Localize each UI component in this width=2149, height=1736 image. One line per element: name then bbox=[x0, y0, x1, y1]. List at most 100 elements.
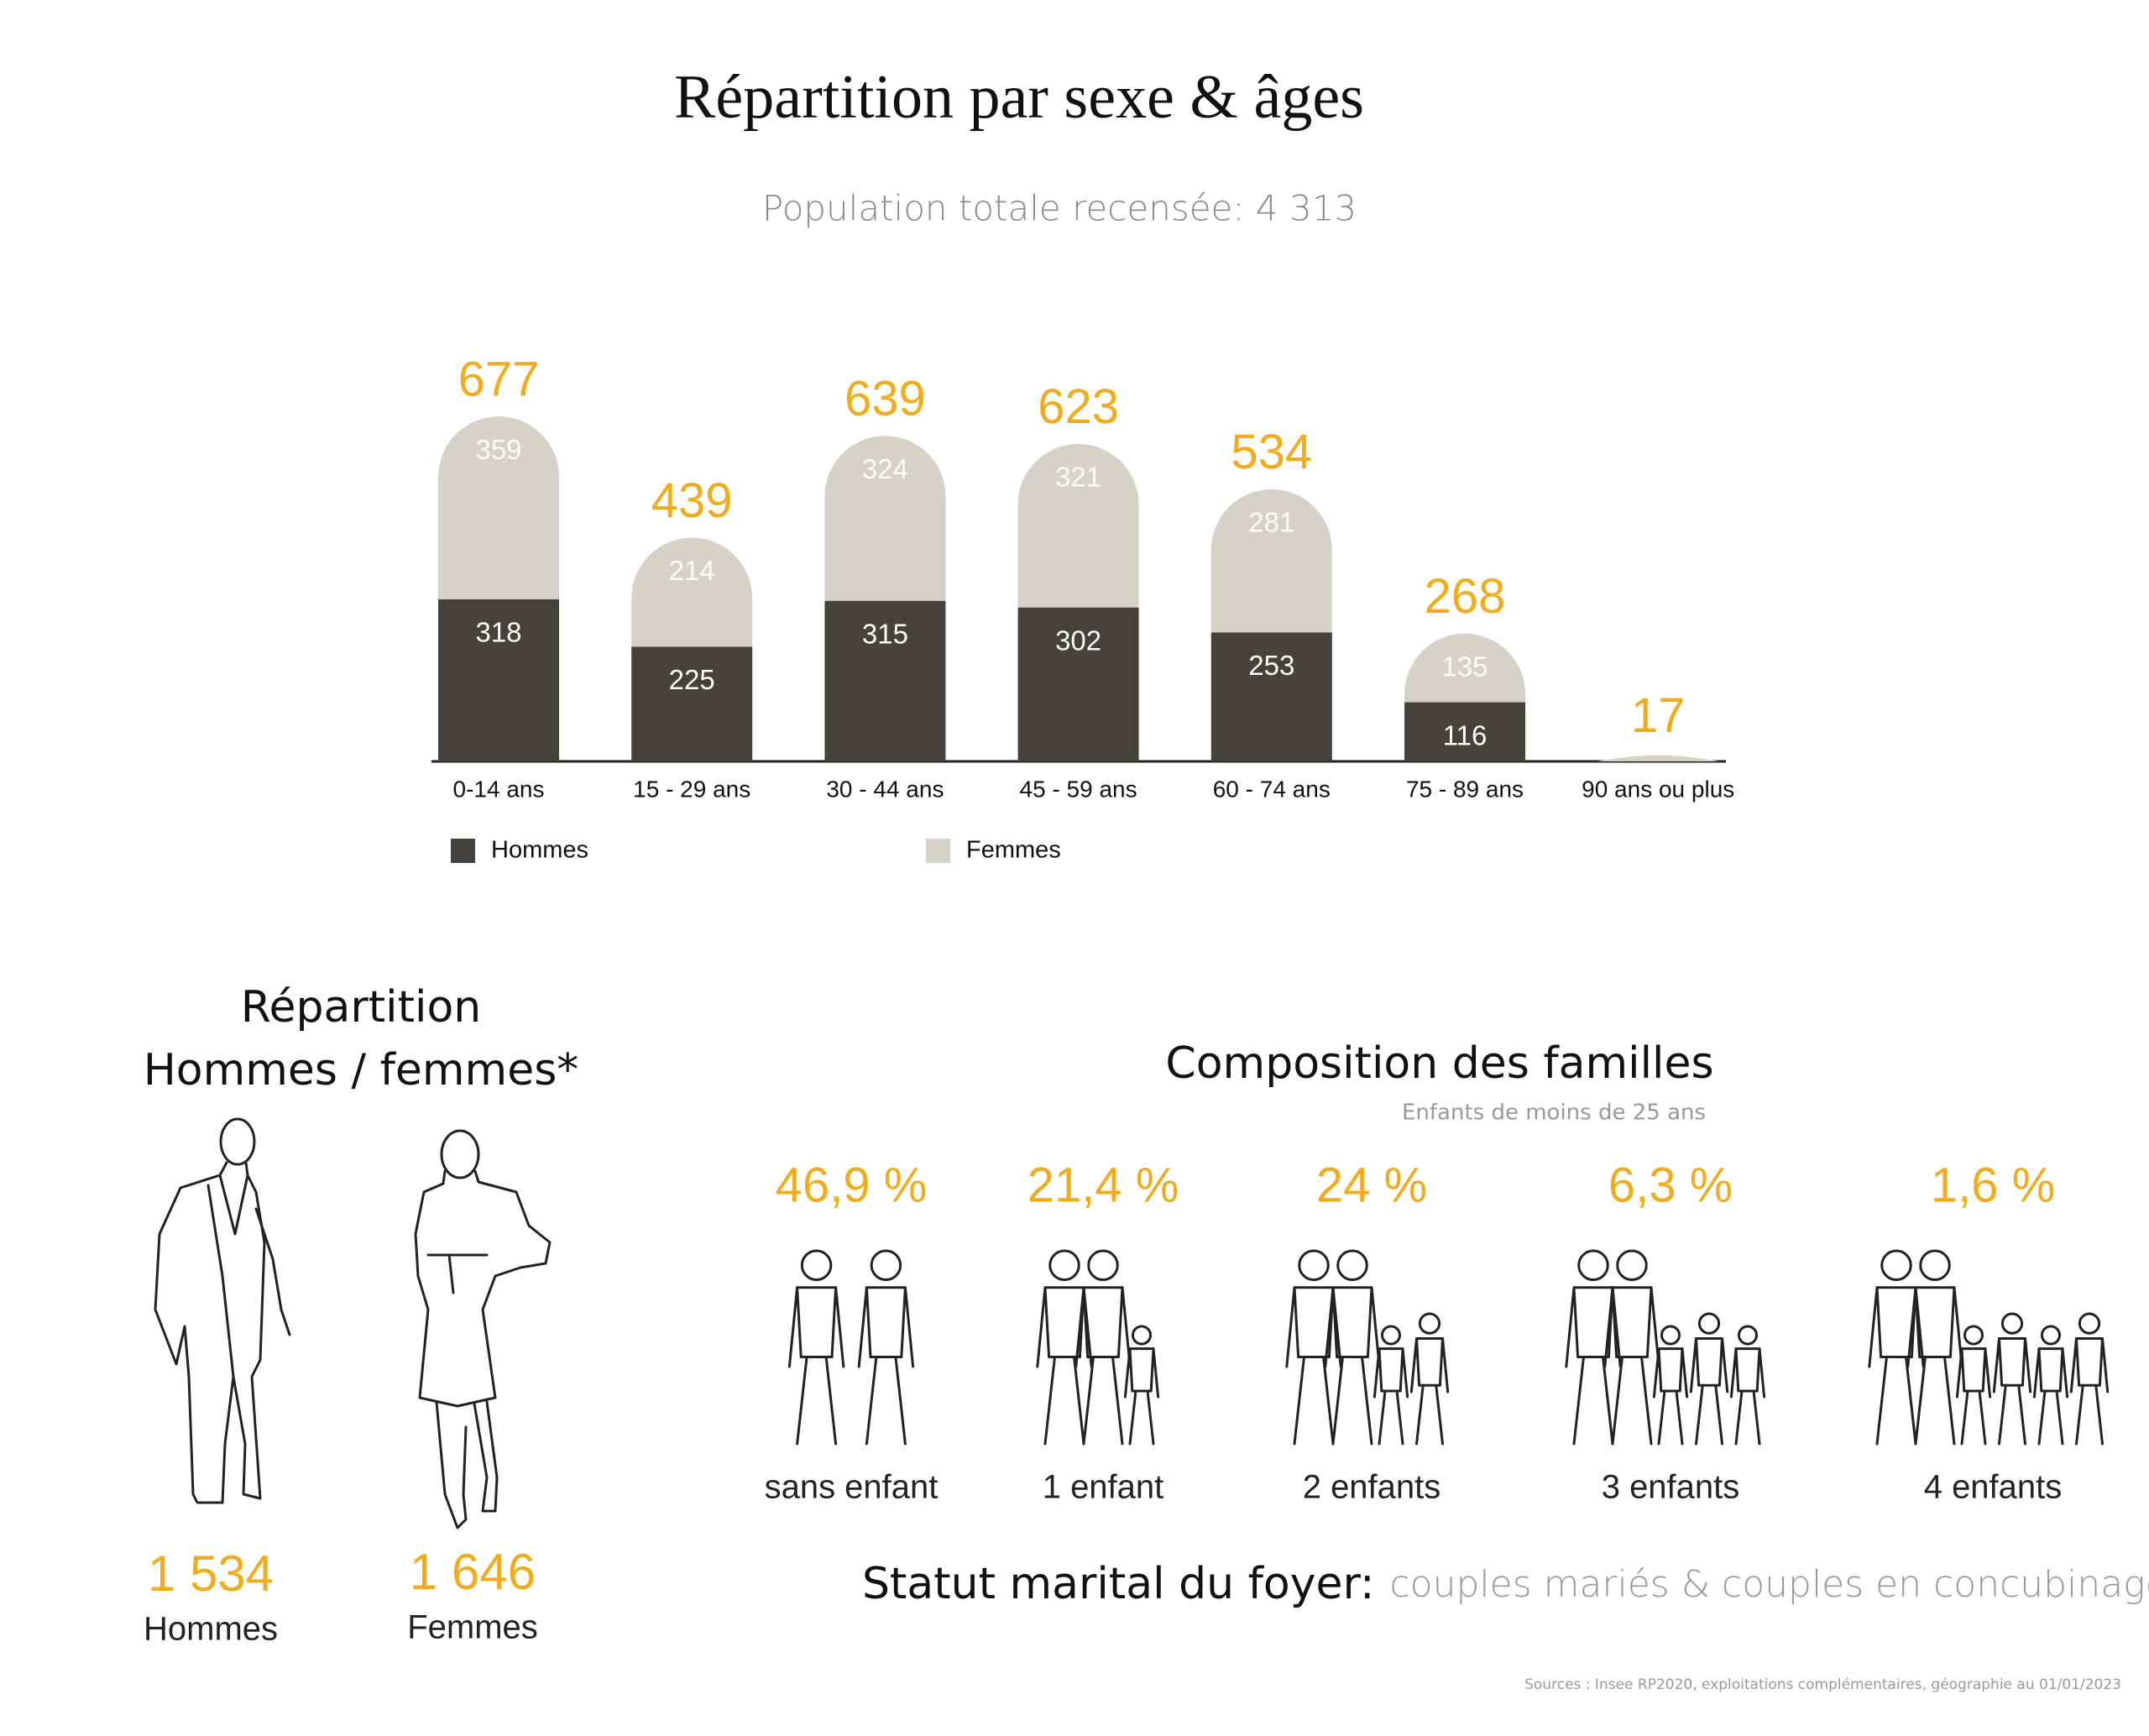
women-count: 1 646 bbox=[410, 1544, 536, 1600]
person-body bbox=[1293, 1286, 1335, 1358]
bar-segment bbox=[824, 600, 946, 761]
person-body bbox=[1734, 1347, 1761, 1393]
person-body bbox=[1415, 1336, 1444, 1387]
person-limbs bbox=[1955, 1347, 1992, 1446]
family-label: 2 enfants bbox=[1303, 1469, 1441, 1506]
marital-text: couples mariés & couples en concubinage bbox=[1389, 1563, 2149, 1606]
person-body bbox=[1043, 1286, 1085, 1358]
person-limbs bbox=[857, 1286, 915, 1446]
person-head bbox=[1087, 1249, 1119, 1281]
family-percent: 1,6 % bbox=[1931, 1158, 2055, 1212]
total-label: 534 bbox=[1231, 425, 1312, 479]
total-label: 268 bbox=[1425, 569, 1506, 624]
person-body bbox=[865, 1286, 907, 1358]
family-percent: 24 % bbox=[1316, 1158, 1427, 1212]
person-head bbox=[1697, 1312, 1721, 1335]
bar-segment bbox=[1597, 755, 1719, 761]
person-limbs bbox=[1729, 1347, 1766, 1446]
person-head bbox=[1132, 1325, 1152, 1346]
gender-title: Hommes / femmes* bbox=[144, 1045, 579, 1095]
person-limbs bbox=[1868, 1286, 1925, 1446]
person-limbs bbox=[1652, 1347, 1689, 1446]
chart-subtitle: Population totale recensée: 4 313 bbox=[762, 188, 1357, 229]
segment-label: 318 bbox=[475, 617, 521, 648]
person-limbs bbox=[1603, 1286, 1660, 1446]
person-body bbox=[1572, 1286, 1614, 1358]
person-body bbox=[796, 1286, 838, 1358]
x-tick-label: 0-14 ans bbox=[453, 776, 545, 802]
person-limbs bbox=[2032, 1347, 2069, 1446]
marital-status: Statut marital du foyer: couples mariés &… bbox=[862, 1559, 2149, 1609]
family-label: 3 enfants bbox=[1602, 1469, 1740, 1506]
person-head bbox=[1381, 1325, 1401, 1346]
family-illustration bbox=[1868, 1249, 2110, 1446]
segment-label: 324 bbox=[862, 453, 908, 484]
total-label: 17 bbox=[1631, 688, 1686, 743]
bar-segment bbox=[1404, 702, 1525, 761]
person-head bbox=[1880, 1249, 1912, 1281]
person-body bbox=[1695, 1336, 1723, 1387]
person-body bbox=[1611, 1286, 1653, 1358]
family-label: sans enfant bbox=[765, 1469, 939, 1506]
families-subtitle: Enfants de moins de 25 ans bbox=[1402, 1101, 1706, 1126]
bar-segment bbox=[631, 537, 753, 647]
family-percent: 46,9 % bbox=[776, 1158, 928, 1212]
family-percent: 21,4 % bbox=[1027, 1158, 1179, 1212]
family-label: 1 enfant bbox=[1043, 1469, 1164, 1506]
person-limbs bbox=[1689, 1336, 1729, 1446]
segment-label: 253 bbox=[1248, 650, 1294, 681]
person-head bbox=[1616, 1249, 1648, 1281]
families-title: Composition des familles bbox=[1165, 1038, 1713, 1089]
total-label: 623 bbox=[1038, 379, 1119, 434]
total-label: 439 bbox=[651, 473, 733, 528]
segment-label: 315 bbox=[862, 619, 908, 650]
bar-segment bbox=[1210, 489, 1332, 633]
person-head bbox=[1336, 1249, 1368, 1281]
legend-label: Femmes bbox=[966, 837, 1061, 864]
legend-swatch bbox=[451, 839, 475, 863]
person-head bbox=[2078, 1312, 2101, 1335]
person-body bbox=[2075, 1336, 2104, 1387]
woman-figure bbox=[414, 1129, 552, 1529]
bar-segment bbox=[438, 416, 559, 599]
bar-segment bbox=[1017, 607, 1139, 761]
x-tick-label: 75 - 89 ans bbox=[1406, 776, 1524, 802]
x-tick-label: 90 ans ou plus bbox=[1582, 776, 1734, 802]
person-head bbox=[800, 1249, 833, 1281]
bar-segment bbox=[631, 646, 753, 761]
segment-label: 302 bbox=[1055, 625, 1101, 656]
chart-title: Répartition par sexe & âges bbox=[674, 63, 1364, 132]
person-limbs bbox=[1992, 1336, 2032, 1446]
person-body bbox=[1082, 1286, 1124, 1358]
person-head bbox=[1418, 1312, 1441, 1335]
x-tick-label: 60 - 74 ans bbox=[1213, 776, 1331, 802]
family-label: 4 enfants bbox=[1924, 1469, 2063, 1506]
person-limbs bbox=[1285, 1286, 1342, 1446]
person-body bbox=[1998, 1336, 2026, 1387]
segment-label: 116 bbox=[1443, 719, 1488, 750]
person-head bbox=[2041, 1325, 2061, 1346]
bar-segment bbox=[1017, 443, 1139, 608]
person-head bbox=[1577, 1249, 1609, 1281]
person-limbs bbox=[2069, 1336, 2110, 1446]
family-illustration bbox=[1285, 1249, 1450, 1446]
bar-segment bbox=[1404, 633, 1525, 703]
person-body bbox=[1128, 1347, 1155, 1393]
segment-label: 359 bbox=[475, 434, 521, 465]
marital-label: Statut marital du foyer: bbox=[862, 1559, 1374, 1609]
person-head bbox=[1919, 1249, 1951, 1281]
family-illustration bbox=[1036, 1249, 1160, 1446]
person-head bbox=[1298, 1249, 1330, 1281]
person-body bbox=[2037, 1347, 2064, 1393]
bar-segment bbox=[824, 436, 946, 601]
person-limbs bbox=[1324, 1286, 1381, 1446]
family-percent: 6,3 % bbox=[1608, 1158, 1733, 1212]
bar-segment bbox=[438, 599, 559, 761]
person-head bbox=[1660, 1325, 1681, 1346]
total-label: 639 bbox=[844, 371, 926, 426]
segment-label: 321 bbox=[1055, 462, 1101, 493]
person-body bbox=[1914, 1286, 1956, 1358]
x-tick-label: 45 - 59 ans bbox=[1020, 776, 1137, 802]
total-label: 677 bbox=[458, 352, 540, 406]
person-body bbox=[1875, 1286, 1917, 1358]
